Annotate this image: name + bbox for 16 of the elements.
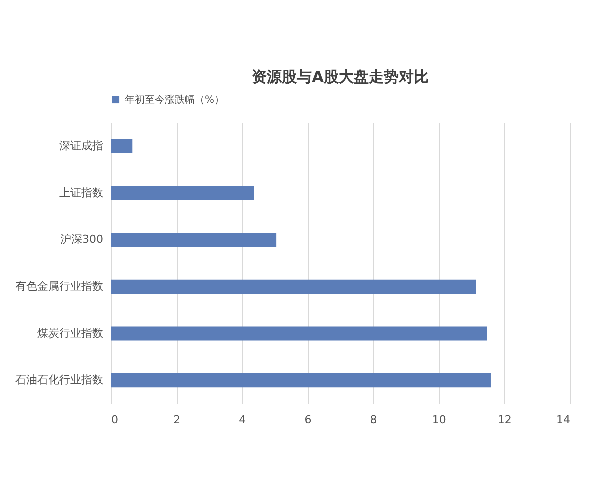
y-tick-label: 煤炭行业指数 <box>38 326 104 340</box>
chart-title: 资源股与A股大盘走势对比 <box>252 68 429 86</box>
y-tick-label: 有色金属行业指数 <box>16 280 104 293</box>
y-tick-label: 石油石化行业指数 <box>16 374 104 387</box>
x-tick-label: 10 <box>432 414 446 426</box>
y-tick-label: 上证指数 <box>60 186 104 200</box>
x-tick-label: 2 <box>174 414 181 426</box>
x-tick-label: 6 <box>304 414 312 426</box>
x-tick-label: 4 <box>239 414 246 426</box>
y-tick-label: 深证成指 <box>60 139 104 152</box>
y-tick-label: 沪深300 <box>60 233 104 246</box>
x-tick-label: 12 <box>498 414 512 426</box>
x-tick-label: 8 <box>370 414 378 426</box>
x-tick-label: 14 <box>556 414 570 426</box>
legend-label: 年初至今涨跌幅（%） <box>125 94 225 106</box>
x-tick-label: 0 <box>112 414 118 426</box>
